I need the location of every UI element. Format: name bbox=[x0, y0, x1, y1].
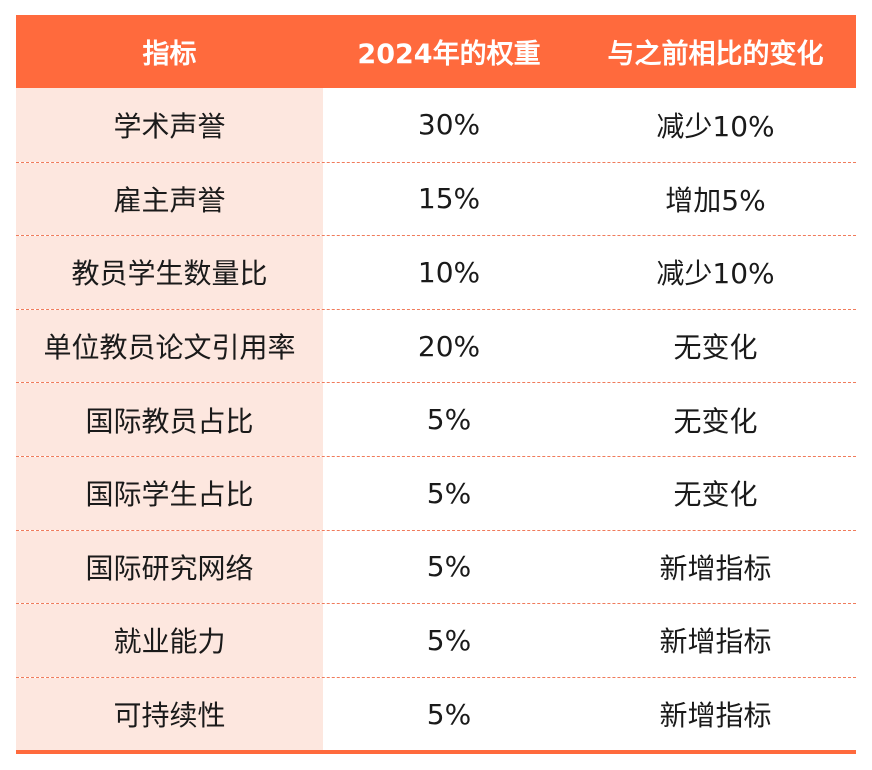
change-cell: 新增指标 bbox=[575, 604, 856, 677]
indicator-cell: 单位教员论文引用率 bbox=[16, 309, 323, 383]
header-weight-2024: 2024年的权重 bbox=[357, 39, 541, 70]
weight-cell: 5% bbox=[323, 456, 575, 530]
indicator-cell: 国际教员占比 bbox=[16, 383, 323, 456]
weight-cell: 5% bbox=[323, 604, 575, 677]
weight-cell: 30% bbox=[323, 88, 575, 162]
indicator-cell: 国际学生占比 bbox=[16, 456, 323, 530]
header-indicator: 指标 bbox=[142, 39, 197, 70]
weights-table: 指标 2024年的权重 与之前相比的变化 学术声誉 30% 减少10% 雇主声誉… bbox=[16, 15, 856, 755]
table-row: 就业能力 5% 新增指标 bbox=[16, 603, 856, 677]
table-row: 教员学生数量比 10% 减少10% bbox=[16, 235, 856, 309]
table-row: 国际研究网络 5% 新增指标 bbox=[16, 529, 856, 604]
indicator-cell: 就业能力 bbox=[16, 604, 323, 677]
table-row: 可持续性 5% 新增指标 bbox=[16, 676, 856, 751]
change-cell: 减少10% bbox=[575, 236, 856, 309]
table-row: 单位教员论文引用率 20% 无变化 bbox=[16, 308, 856, 383]
table-row: 国际教员占比 5% 无变化 bbox=[16, 382, 856, 456]
indicator-cell: 学术声誉 bbox=[16, 88, 323, 162]
indicator-cell: 雇主声誉 bbox=[16, 162, 323, 236]
weight-cell: 5% bbox=[323, 383, 575, 456]
change-cell: 新增指标 bbox=[575, 677, 856, 751]
table-bottom-border bbox=[16, 750, 856, 755]
indicator-cell: 可持续性 bbox=[16, 677, 323, 751]
indicator-cell: 国际研究网络 bbox=[16, 530, 323, 604]
weight-cell: 5% bbox=[323, 677, 575, 751]
header-change: 与之前相比的变化 bbox=[607, 39, 824, 70]
change-cell: 无变化 bbox=[575, 383, 856, 456]
change-cell: 无变化 bbox=[575, 309, 856, 383]
table-row: 国际学生占比 5% 无变化 bbox=[16, 455, 856, 530]
table-row: 学术声誉 30% 减少10% bbox=[16, 88, 856, 162]
weight-cell: 15% bbox=[323, 162, 575, 236]
change-cell: 无变化 bbox=[575, 456, 856, 530]
weight-cell: 10% bbox=[323, 236, 575, 309]
indicator-cell: 教员学生数量比 bbox=[16, 236, 323, 309]
change-cell: 减少10% bbox=[575, 88, 856, 162]
change-cell: 新增指标 bbox=[575, 530, 856, 604]
table-row: 雇主声誉 15% 增加5% bbox=[16, 161, 856, 236]
weight-cell: 5% bbox=[323, 530, 575, 604]
table-header: 指标 2024年的权重 与之前相比的变化 bbox=[16, 15, 856, 88]
table-body: 学术声誉 30% 减少10% 雇主声誉 15% 增加5% 教员学生数量比 10%… bbox=[16, 88, 856, 751]
weight-cell: 20% bbox=[323, 309, 575, 383]
change-cell: 增加5% bbox=[575, 162, 856, 236]
